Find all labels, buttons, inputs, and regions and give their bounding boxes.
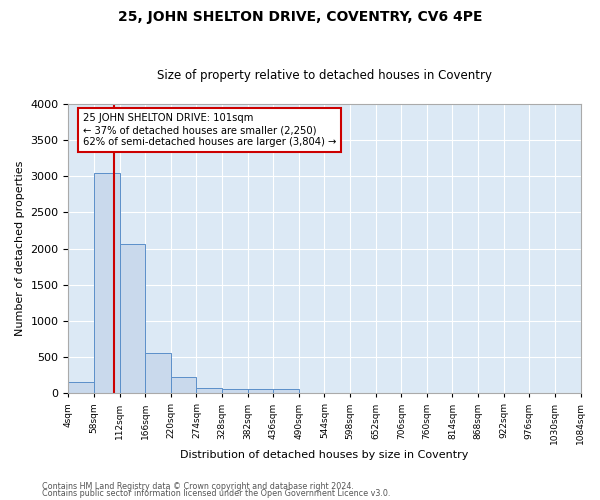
Text: 25 JOHN SHELTON DRIVE: 101sqm
← 37% of detached houses are smaller (2,250)
62% o: 25 JOHN SHELTON DRIVE: 101sqm ← 37% of d… — [83, 114, 337, 146]
Bar — [273, 390, 299, 394]
Bar — [171, 378, 196, 394]
X-axis label: Distribution of detached houses by size in Coventry: Distribution of detached houses by size … — [180, 450, 469, 460]
Y-axis label: Number of detached properties: Number of detached properties — [15, 161, 25, 336]
Bar — [145, 353, 171, 394]
Title: Size of property relative to detached houses in Coventry: Size of property relative to detached ho… — [157, 69, 492, 82]
Text: Contains HM Land Registry data © Crown copyright and database right 2024.: Contains HM Land Registry data © Crown c… — [42, 482, 354, 491]
Bar — [196, 388, 222, 394]
Bar — [94, 172, 119, 394]
Text: Contains public sector information licensed under the Open Government Licence v3: Contains public sector information licen… — [42, 489, 391, 498]
Bar — [248, 390, 273, 394]
Text: 25, JOHN SHELTON DRIVE, COVENTRY, CV6 4PE: 25, JOHN SHELTON DRIVE, COVENTRY, CV6 4P… — [118, 10, 482, 24]
Bar — [119, 244, 145, 394]
Bar — [222, 389, 248, 394]
Bar — [68, 382, 94, 394]
